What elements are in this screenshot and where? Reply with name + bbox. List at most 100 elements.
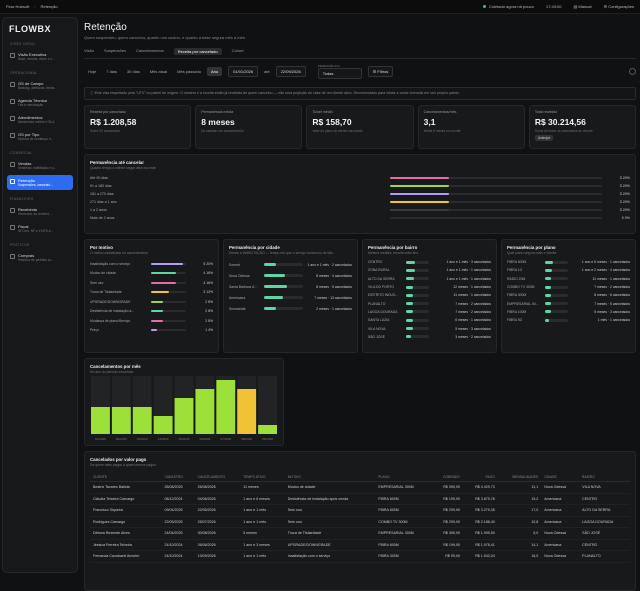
motivo-row-value: 5 20% [203, 261, 213, 266]
month-bar[interactable] [237, 389, 257, 434]
settings-button[interactable]: ⚙ Configurações [603, 4, 635, 9]
period-chip[interactable]: Mês passado [177, 69, 201, 74]
table-row[interactable]: Francisco Siqueira 09/04/2025 22/05/2026 1 … [90, 504, 630, 517]
wrench-icon [10, 82, 15, 87]
period-chip[interactable]: Ano [206, 67, 223, 76]
month-bar[interactable] [216, 380, 236, 434]
bairro-row-label: ALTO DA SERRA [368, 276, 395, 281]
table-row[interactable]: Rodrigues Camargo 22/05/2025 25/07/2026 1 a… [90, 516, 630, 528]
sidebar-item-label: Atendimentos [18, 115, 43, 120]
plano-bar-track [545, 293, 568, 297]
manual-button[interactable]: ▤ Manual [573, 4, 592, 9]
bairro-row: LAGOA DOURADA 7 meses · 2 cancelados [368, 308, 491, 316]
sidebar-item[interactable]: Compras Histórico de pedidos co... [7, 250, 73, 265]
table-row[interactable]: Fernanda Cavalcanti Amorim 24/10/2024 13/0… [90, 550, 630, 563]
table-cell: UPGRADE/DOWNGRADE [284, 539, 376, 551]
tab[interactable]: Cohort [231, 48, 244, 53]
table-header[interactable]: MOTIVO [284, 473, 376, 482]
table-row[interactable]: Cláudia Teixeira Camargo 08/12/2024 04/06/… [90, 493, 630, 505]
kpi-badge[interactable]: Antecipe [534, 135, 554, 141]
bairro-bar-track [406, 335, 429, 339]
month-bar[interactable] [153, 416, 173, 434]
permanence-select[interactable]: PERMANÊNCIA Todas [317, 64, 362, 79]
tab[interactable]: Cancelamentos [135, 48, 164, 53]
date-from-input[interactable]: 01/01/2026 [228, 66, 259, 77]
sidebar-item[interactable]: Recebimia Gerenciar, ao receber, ... [7, 204, 73, 219]
table-row[interactable]: Jéssica Ferreira Teixeira 24/10/2024 26/06… [90, 539, 630, 551]
motivo-row-label: Sem uso [90, 280, 104, 285]
page-subtitle: Quem suspendeu, quem cancelou, quanto no… [84, 35, 246, 40]
perm-row-label: Mais de 2 anos [90, 216, 115, 220]
filters-button[interactable]: ☰ Filtros [367, 66, 394, 77]
bairro-row-label: CENTRO [368, 260, 383, 265]
period-chip[interactable]: 30 dias [126, 69, 140, 74]
sidebar-item[interactable]: Visão Executiva Base, vendas, churn e c..… [7, 49, 73, 64]
period-chip[interactable]: Hoje [88, 69, 97, 74]
cidade-subtitle: Desde a HABILITAÇÃO — tempo em que o ser… [229, 251, 335, 255]
month-bar[interactable] [195, 389, 215, 434]
motivo-row-value: 1 4% [205, 328, 213, 333]
table-row[interactable]: Débora Rezende Alves 24/04/2025 30/08/2026… [90, 527, 630, 540]
breadcrumb[interactable]: Retenção [40, 4, 58, 9]
month-bar[interactable] [91, 407, 110, 434]
sidebar-item[interactable]: Fiscal NFCom, NF-e e NFS-e... [7, 221, 73, 236]
motivo-bar [151, 262, 183, 265]
table-row[interactable]: Beatriz Tavares Batista 28/08/2025 26/08/2… [90, 481, 630, 494]
table-header[interactable]: CADASTRO [161, 473, 195, 482]
sidebar-item[interactable]: Retenção Suspensões, cancelad... [7, 175, 73, 190]
bairro-row-value: 11 meses · 1 cancelados [453, 293, 491, 298]
shield-icon [10, 179, 15, 184]
sidebar-item[interactable]: Vendas Vendedor, habilitação e p... [7, 158, 73, 173]
table-cell: 24/10/2024 [161, 539, 195, 551]
month-bar[interactable] [111, 407, 131, 434]
sidebar-item[interactable]: OS por Tipo Motivos de mudança, ir... [7, 129, 73, 144]
motivo-bar-track [151, 329, 186, 332]
headset-icon [10, 116, 15, 121]
sidebar-item[interactable]: OS de Campo Backlog, aberturas, fecha... [7, 78, 73, 93]
tab[interactable]: Suspensões [103, 48, 126, 53]
table-cell: Nova Odessa [541, 550, 580, 563]
plano-bar-track [545, 302, 568, 306]
kpi-value: 3,1 [423, 117, 436, 127]
status-indicator: Coletado agora há pouco [482, 4, 534, 9]
motivo-row-value: 3 12% [203, 290, 213, 295]
month-bar[interactable] [132, 407, 152, 434]
table-header[interactable]: TEMPO ATIVO [240, 473, 285, 482]
table-cell: R$ 3.879,78 [462, 493, 498, 505]
bairro-row: SANTA LUZIA 6 meses · 1 cancelados [368, 316, 491, 324]
period-chip[interactable]: 7 dias [106, 69, 117, 74]
sidebar-item-description: Vendedor, habilitação e p... [18, 166, 57, 170]
tab[interactable]: Receita por cancelado [173, 48, 222, 55]
table-subtitle: De quem mais pagou a quem menos pagou. [90, 463, 157, 467]
plano-row-value: 1 ano e 2 meses · 4 cancelados [581, 268, 630, 273]
table-header[interactable]: CIDADE [541, 473, 580, 482]
tab[interactable]: Visão [84, 48, 94, 53]
plano-row-label: FIBRA 300M [507, 293, 527, 298]
sidebar-item[interactable]: Agenda Técnica Fila e roteirização [7, 95, 73, 110]
sidebar-item[interactable]: Atendimentos Atendentes melhor e SLA [7, 112, 73, 127]
table-header[interactable]: PLANO [375, 473, 432, 482]
sidebar-item-description: Backlog, aberturas, fecha... [18, 86, 57, 90]
cidade-row-label: Sorrent [229, 262, 241, 267]
cidade-row-label: Sumaréaté [229, 306, 246, 311]
month-bar[interactable] [174, 398, 194, 434]
perm-bar [390, 176, 450, 180]
table-header[interactable]: CANCELAMENTO [194, 473, 241, 482]
period-chip[interactable]: Mês atual [149, 69, 168, 74]
bairro-row: DISTRITO INDUS... 11 meses · 1 cancelados [368, 291, 491, 299]
table-cell: R$ 1.978,41 [462, 539, 498, 551]
bairro-bar-track [406, 293, 429, 297]
plano-bar-track [545, 260, 568, 264]
month-bar[interactable] [258, 425, 277, 434]
table-header[interactable]: PAGO [462, 473, 498, 482]
help-icon[interactable] [629, 68, 636, 75]
table-header[interactable]: CLIENTE [90, 473, 162, 482]
bairro-row: VILA DO PORTO 12 meses · 1 cancelados [368, 283, 491, 291]
table-header[interactable]: COBRADO [431, 473, 463, 482]
date-to-input[interactable]: 22/09/2026 [275, 66, 306, 77]
table-header[interactable]: BAIRRO [579, 473, 630, 482]
bairro-row-label: DISTRITO INDUS... [368, 293, 399, 298]
kpi-card: Total recebido R$ 30.214,56 Soma de todos … [528, 105, 637, 149]
table-cell: Troca de Titularidade [284, 527, 376, 540]
table-header[interactable]: MENSALIDADES [497, 473, 542, 482]
